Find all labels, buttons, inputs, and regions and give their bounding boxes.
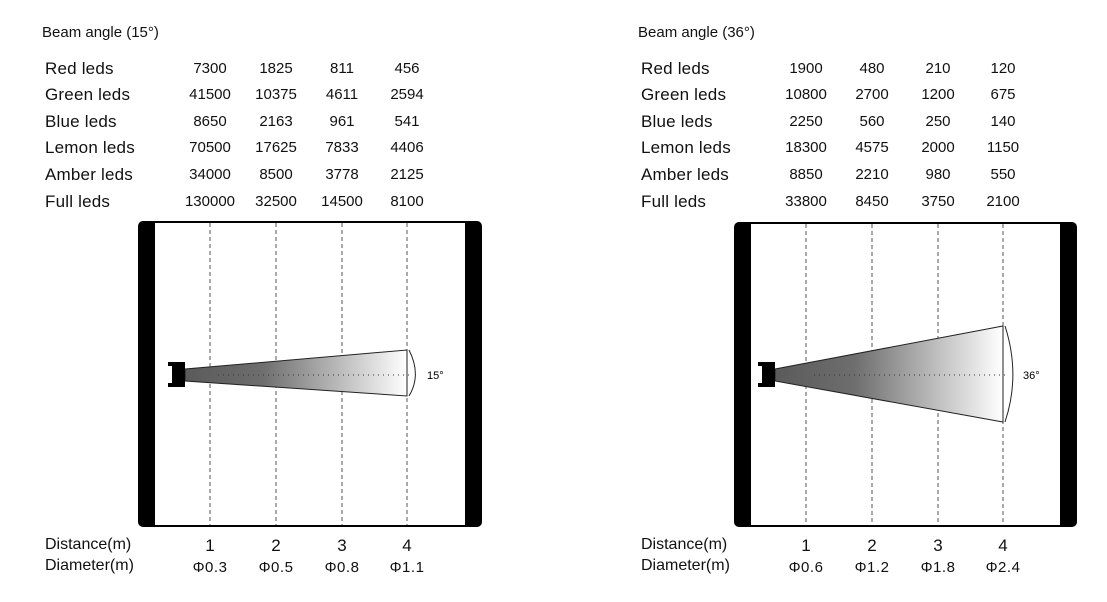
lux-value: 130000: [184, 193, 236, 210]
lux-value: 560: [859, 113, 885, 130]
diameter-value: Φ1.2: [854, 559, 890, 576]
lux-value: 2594: [390, 86, 424, 103]
lux-value: 8850: [789, 166, 823, 183]
lux-value: 1825: [259, 60, 293, 77]
lux-value: 541: [394, 113, 420, 130]
distance-value: 1: [205, 536, 215, 555]
lux-value: 3750: [921, 193, 955, 210]
distance-value: 4: [402, 536, 412, 555]
row-label: Amber leds: [45, 165, 133, 184]
distance-value: 2: [271, 536, 281, 555]
row-label: Red leds: [641, 59, 710, 78]
lux-value: 2000: [921, 139, 955, 156]
lux-value: 10375: [255, 86, 297, 103]
diameter-value: Φ1.8: [920, 559, 956, 576]
distance-label: Distance(m): [45, 536, 132, 553]
row-label: Amber leds: [641, 165, 729, 184]
lux-value: 7833: [325, 139, 359, 156]
lux-value: 456: [394, 60, 420, 77]
lux-value: 8500: [259, 166, 293, 183]
diameter-label: Diameter(m): [45, 557, 134, 574]
lux-value: 7300: [193, 60, 227, 77]
row-label: Full leds: [641, 192, 707, 211]
row-label: Lemon leds: [641, 138, 731, 157]
lux-value: 10800: [785, 86, 827, 103]
lux-value: 480: [859, 60, 885, 77]
lux-value: 33800: [785, 193, 827, 210]
diameter-value: Φ1.1: [389, 559, 425, 576]
lux-value: 2125: [390, 166, 424, 183]
lux-value: 8650: [193, 113, 227, 130]
angle-label: 15°: [427, 370, 444, 382]
lux-value: 140: [990, 113, 1016, 130]
row-label: Green leds: [45, 85, 131, 104]
lux-value: 1150: [986, 139, 1020, 156]
angle-arc: [408, 349, 416, 397]
lux-value: 961: [329, 113, 355, 130]
distance-label: Distance(m): [641, 536, 728, 553]
row-label: Green leds: [641, 85, 727, 104]
lux-value: 2100: [986, 193, 1020, 210]
lux-value: 17625: [255, 139, 297, 156]
diameter-value: Φ2.4: [985, 559, 1021, 576]
lux-value: 8100: [390, 193, 424, 210]
row-label: Blue leds: [641, 112, 713, 131]
row-label: Blue leds: [45, 112, 117, 131]
lux-value: 1200: [921, 86, 955, 103]
distance-value: 1: [801, 536, 811, 555]
fixture-icon: [758, 362, 775, 387]
lux-value: 2210: [855, 166, 889, 183]
distance-value: 2: [867, 536, 877, 555]
panel-title: Beam angle (15°): [42, 24, 159, 41]
lux-value: 980: [925, 166, 951, 183]
lux-value: 4406: [390, 139, 424, 156]
lux-value: 2163: [259, 113, 293, 130]
distance-value: 3: [933, 536, 943, 555]
lux-value: 14500: [321, 193, 363, 210]
lux-value: 34000: [189, 166, 231, 183]
lux-value: 1900: [789, 60, 823, 77]
lux-value: 811: [330, 60, 354, 77]
distance-value: 3: [337, 536, 347, 555]
distance-value: 4: [998, 536, 1008, 555]
lux-value: 2250: [789, 113, 823, 130]
diameter-value: Φ0.3: [192, 559, 228, 576]
lux-value: 550: [990, 166, 1016, 183]
lux-value: 18300: [785, 139, 827, 156]
fixture-icon: [168, 362, 185, 387]
lux-value: 120: [990, 60, 1016, 77]
lux-value: 250: [925, 113, 951, 130]
row-label: Red leds: [45, 59, 114, 78]
angle-arc: [1004, 325, 1014, 423]
diameter-value: Φ0.8: [324, 559, 360, 576]
diameter-value: Φ0.6: [788, 559, 824, 576]
lux-value: 41500: [189, 86, 231, 103]
row-label: Full leds: [45, 192, 111, 211]
lux-value: 2700: [855, 86, 889, 103]
lux-value: 3778: [325, 166, 359, 183]
lux-value: 4611: [325, 86, 359, 103]
lux-value: 70500: [189, 139, 231, 156]
diameter-label: Diameter(m): [641, 557, 730, 574]
row-label: Lemon leds: [45, 138, 135, 157]
lux-value: 210: [925, 60, 951, 77]
lux-value: 675: [990, 86, 1016, 103]
lux-value: 32500: [255, 193, 297, 210]
panel-title: Beam angle (36°): [638, 24, 755, 41]
lux-value: 4575: [855, 139, 889, 156]
lux-value: 8450: [855, 193, 889, 210]
diameter-value: Φ0.5: [258, 559, 294, 576]
angle-label: 36°: [1023, 370, 1040, 382]
